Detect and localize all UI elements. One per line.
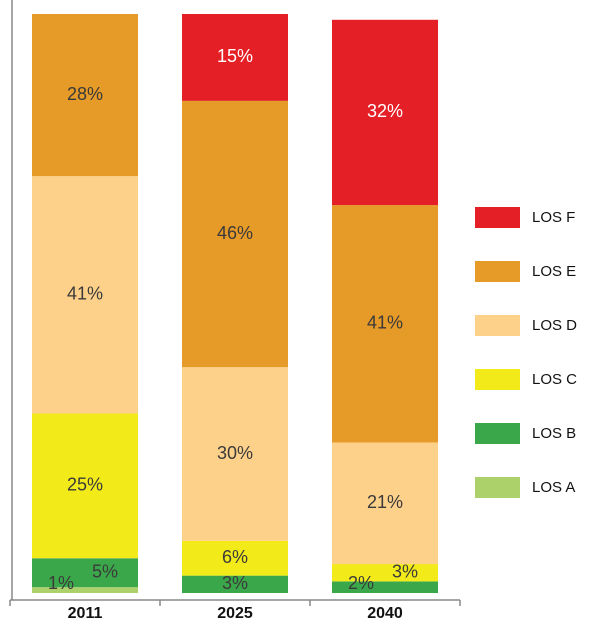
segment-label: 25% [67, 475, 103, 495]
segment-label: 30% [217, 443, 253, 463]
legend-swatch [475, 423, 520, 444]
segment-label: 15% [217, 46, 253, 66]
legend-swatch [475, 315, 520, 336]
legend-label: LOS D [532, 317, 577, 334]
bar-segment [332, 19, 438, 206]
segment-label: 41% [67, 284, 103, 304]
x-tick-label: 2040 [367, 605, 403, 622]
bar-segment [32, 14, 138, 177]
bar-segment [182, 575, 288, 593]
bar-segment [32, 587, 138, 593]
legend-swatch [475, 369, 520, 390]
bar-segment [182, 540, 288, 576]
bar-segment [182, 100, 288, 368]
segment-label: 41% [367, 313, 403, 333]
segment-label: 32% [367, 101, 403, 121]
bar-segment [332, 442, 438, 565]
bar-segment [332, 564, 438, 582]
legend-label: LOS A [532, 479, 575, 496]
legend-label: LOS E [532, 263, 576, 280]
segment-label: 46% [217, 223, 253, 243]
x-tick-label: 2011 [68, 605, 103, 622]
segment-label: 2% [348, 573, 374, 593]
segment-label: 5% [92, 561, 118, 581]
segment-label: 3% [222, 573, 248, 593]
legend-label: LOS C [532, 371, 577, 388]
segment-label: 21% [367, 492, 403, 512]
bar-segment [32, 558, 138, 588]
legend-swatch [475, 477, 520, 498]
bar-segment [182, 367, 288, 541]
legend-swatch [475, 261, 520, 282]
segment-label: 6% [222, 547, 248, 567]
bar-segment [182, 14, 288, 101]
legend-swatch [475, 207, 520, 228]
legend-label: LOS F [532, 209, 575, 226]
segment-label: 28% [67, 84, 103, 104]
bar-segment [332, 581, 438, 593]
bar-segment [332, 205, 438, 443]
bar-segment [32, 176, 138, 414]
bar-segment [32, 413, 138, 559]
x-tick-label: 2025 [217, 605, 253, 622]
segment-label: 1% [48, 573, 74, 593]
segment-label: 3% [392, 561, 418, 581]
legend-label: LOS B [532, 425, 576, 442]
